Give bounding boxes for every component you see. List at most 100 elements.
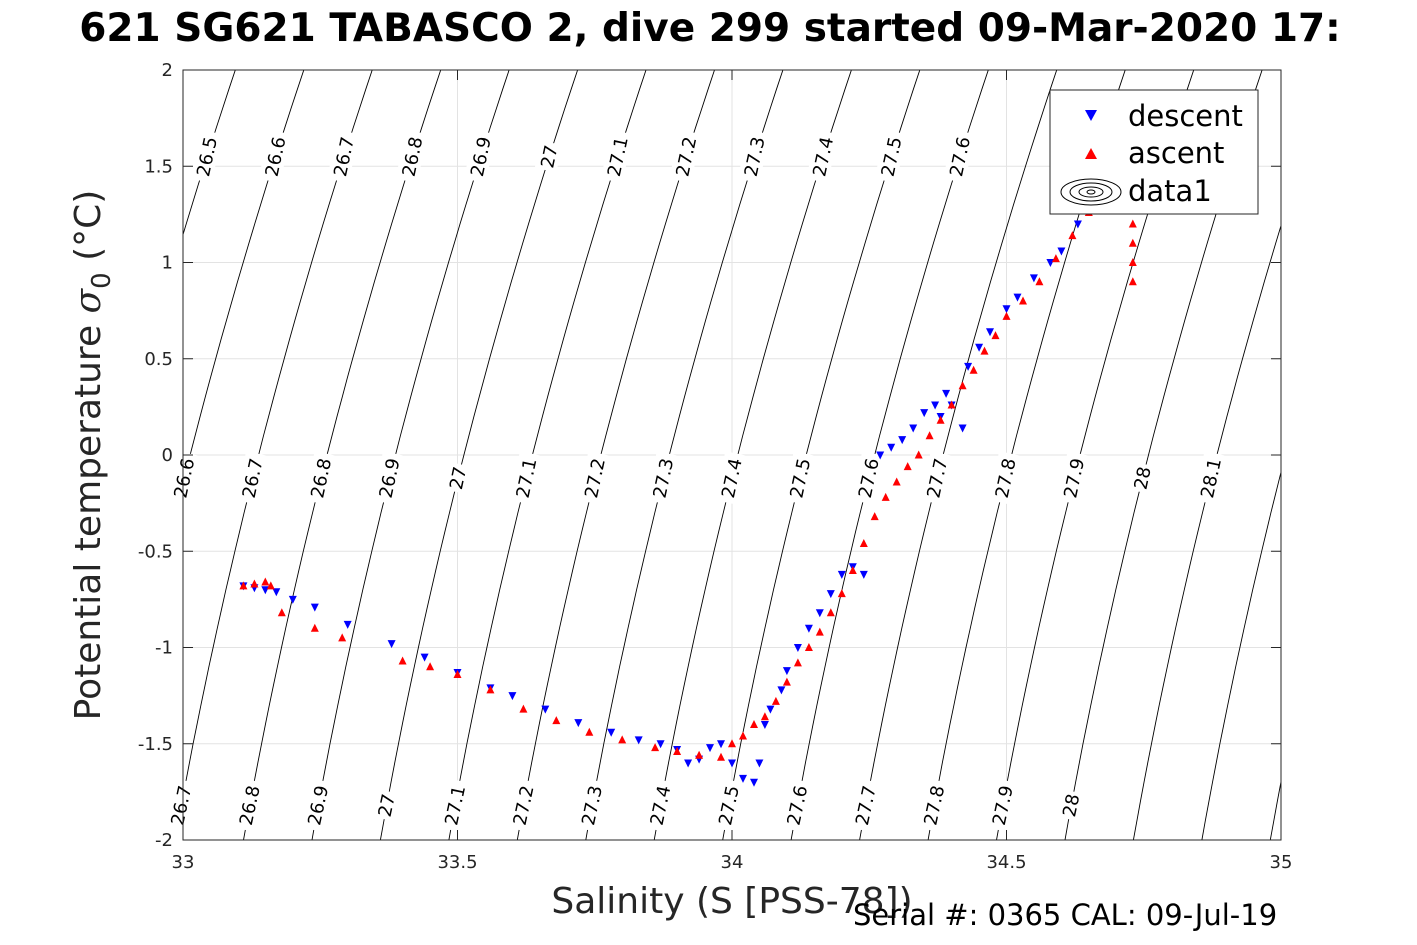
ascent-marker [1051,254,1060,263]
isopycnal-label-bg [943,129,976,184]
ascent-marker [936,415,945,424]
ascent-marker [826,608,835,617]
ascent-marker [426,662,435,671]
ascent-marker [1002,311,1011,320]
ascent-marker [250,579,259,588]
descent-marker [310,603,319,612]
ascent-marker [1068,231,1077,240]
isopycnal-label-group: 26.9 [301,778,334,832]
isopycnal-label-group: 27.4 [643,778,676,832]
legend-ascent-label: ascent [1128,136,1224,170]
descent-marker [958,424,967,433]
ascent-marker [310,623,319,632]
descent-marker [777,686,786,695]
isopycnal-label-group: 28.1 [1194,451,1227,505]
y-axis-label-sigma: σ [68,287,109,313]
descent-marker [634,736,643,745]
descent-marker [607,728,616,737]
descent-marker [898,436,907,445]
ascent-marker [750,720,758,728]
x-tick-label: 35 [1270,852,1293,873]
x-axis-label: Salinity (S [PSS-78]) [551,881,912,922]
data-markers [239,188,1143,787]
isopycnal-line [379,70,579,840]
ascent-marker [782,677,791,686]
descent-marker [887,443,896,452]
x-tick-label: 33 [172,852,195,873]
descent-marker [1046,259,1055,267]
isopycnal-label-bg [578,451,610,505]
ascent-marker [837,589,846,598]
isopycnal-label-bg [646,451,679,505]
serial-cal-footer: Serial #: 0365 CAL: 09-Jul-19 [853,898,1278,932]
isopycnal-label-bg [395,129,428,184]
descent-marker [782,667,791,676]
isopycnal-label: 28 [1130,465,1155,492]
ascent-marker [859,539,868,547]
y-tick-label: -0.5 [138,541,173,562]
ascent-marker [695,750,704,759]
isopycnal-label-group: 28 [1127,461,1156,494]
isopycnal-label-bg [327,129,359,184]
y-tick-label: -2 [155,830,173,851]
ascent-marker [277,608,286,617]
descent-marker [288,595,297,604]
descent-marker [942,389,951,398]
ascent-marker [717,752,725,761]
ascent-marker [958,381,967,390]
isopycnal-label-bg [985,778,1018,832]
isopycnal-label-bg [714,451,747,505]
isopycnal-label-bg [258,129,291,184]
descent-marker [1013,293,1022,302]
isopycnal-label-bg [780,778,813,832]
y-axis-ticks: 2 1.5 1 0.5 0 -0.5 -1 -1.5 -2 [138,60,1281,851]
isopycnal-line [1201,470,1281,840]
descent-marker [739,774,747,783]
isopycnal-line [183,70,236,237]
descent-marker [343,620,352,629]
descent-marker [804,624,813,633]
isopycnal-label-group: 27.2 [506,778,539,832]
descent-marker [574,719,583,728]
ascent-marker [398,656,407,665]
isopycnal-label-bg [438,778,471,832]
legend-descent-label: descent [1128,99,1243,133]
descent-marker [766,705,775,714]
isopycnal-label-bg [1056,789,1084,822]
descent-marker [920,409,929,418]
isopycnal-label-group: 26.8 [304,451,337,505]
ascent-marker [338,633,347,642]
ascent-marker [486,685,495,694]
ascent-marker [1128,238,1137,247]
ascent-marker [793,658,802,667]
isopycnal-labels: 26.5 26.6 26.7 26.8 26.9 27 27.1 27.2 27.3 27.4 27… [164,129,1247,832]
legend-data1-contour-icon [1060,178,1122,206]
ascent-marker [848,566,857,574]
isopycnal-label-bg [1127,461,1156,494]
descent-marker [261,586,270,595]
y-tick-label: 1 [162,253,173,274]
y-tick-label: 1.5 [144,156,173,177]
isopycnal-label-bg [164,778,197,832]
ascent-marker [980,346,989,355]
descent-marker [750,778,758,787]
ascent-marker [453,670,462,678]
descent-marker [793,644,802,652]
isopycnal-label-bg [1194,451,1227,505]
x-tick-label: 34.5 [986,852,1026,873]
ascent-marker [239,581,248,590]
isopycnal-label: 27 [537,143,562,170]
isopycnal-label-bg [534,140,563,173]
isopycnal-label-bg [1057,451,1090,505]
ascent-marker [991,331,1000,340]
isopycnal-label-bg [443,461,471,494]
ascent-marker [266,581,275,590]
ascent-marker [673,747,682,755]
ascent-marker [804,643,813,651]
ascent-marker [261,577,270,586]
isopycnal-label-bg [917,778,950,832]
legend-descent-marker [1085,110,1097,121]
isopycnal-label-bg [509,451,542,505]
isopycnal-label-bg [848,778,881,832]
